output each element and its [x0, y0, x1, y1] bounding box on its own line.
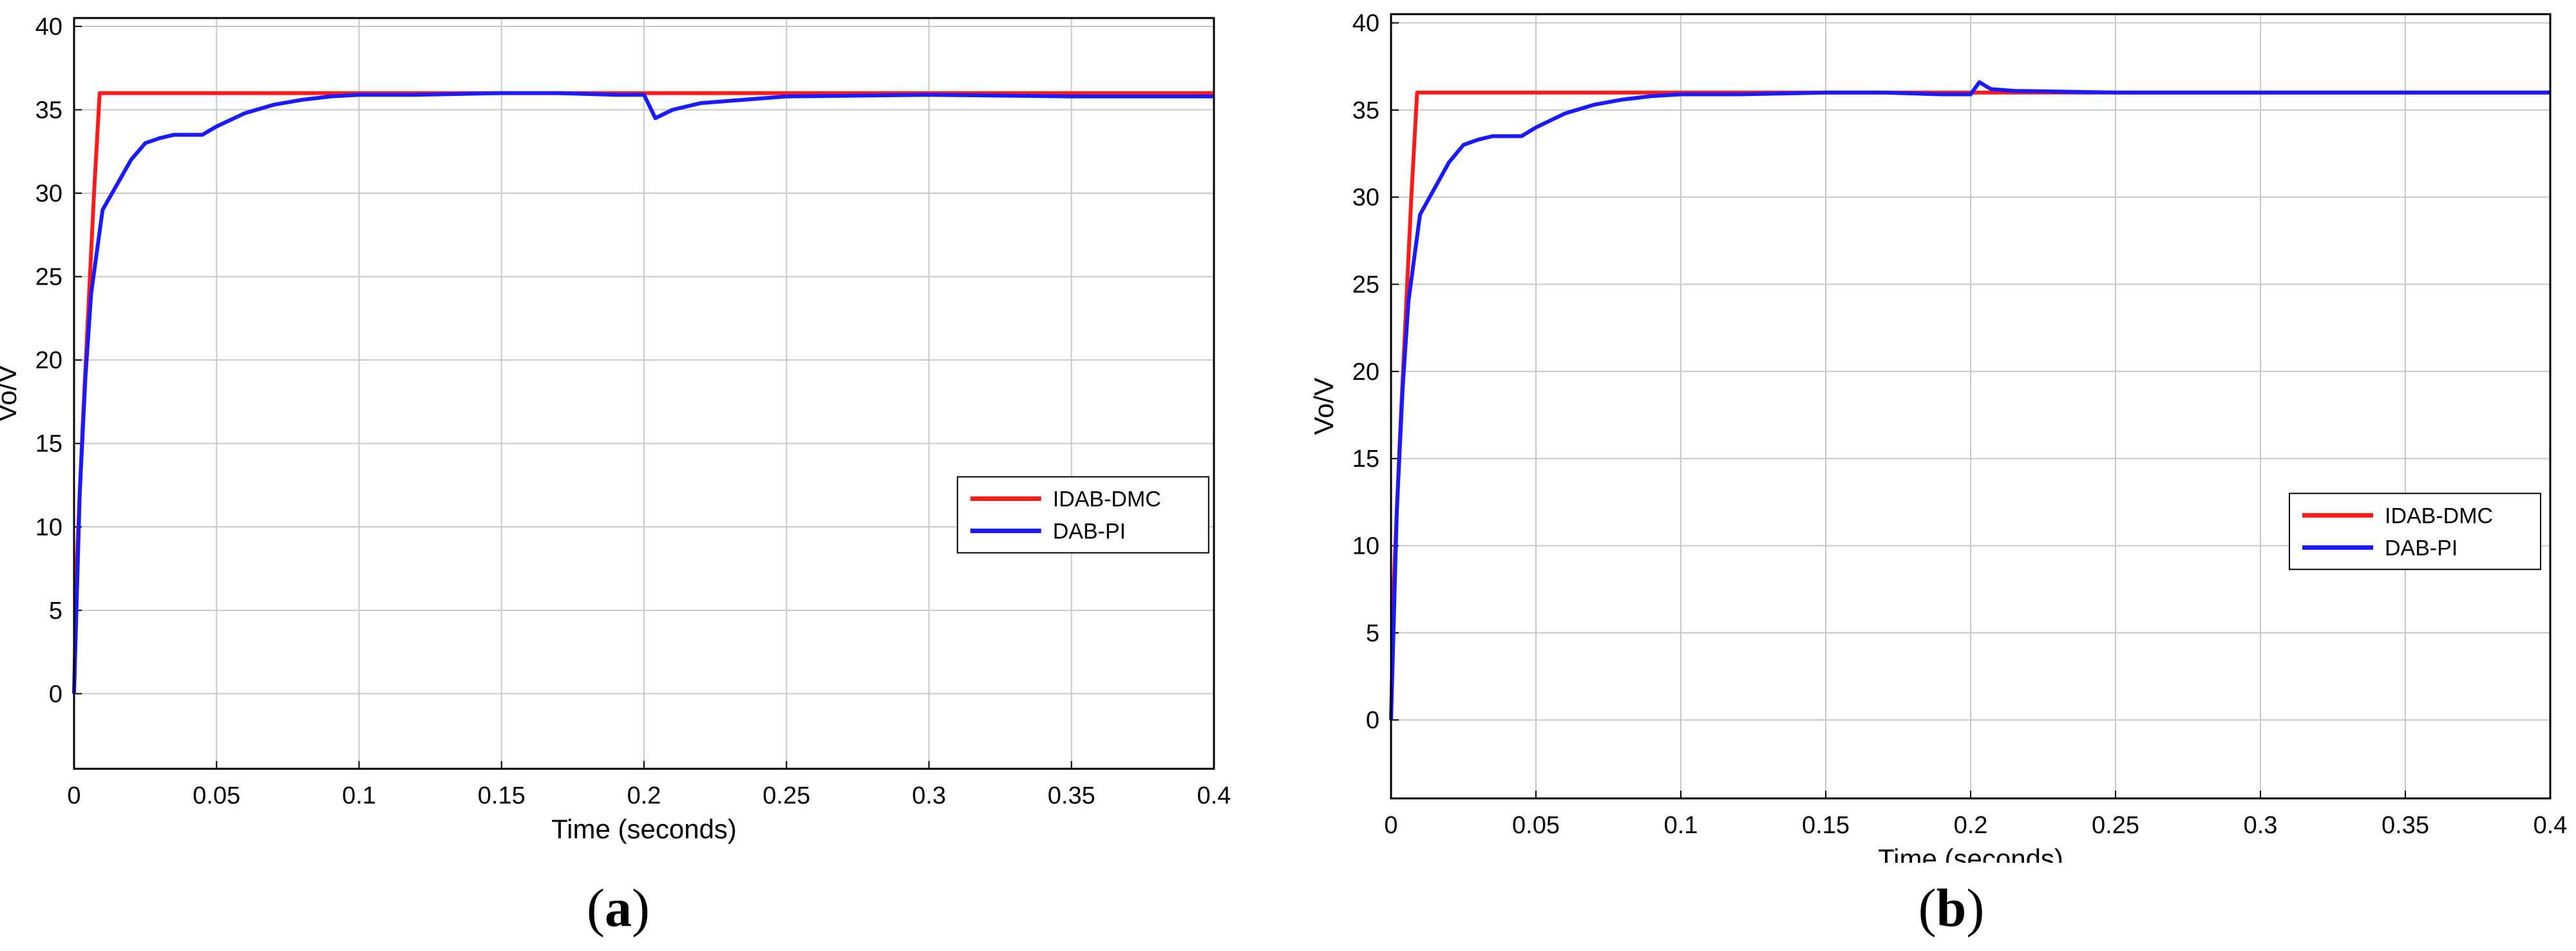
x-tick-label: 0: [1384, 812, 1397, 839]
y-tick-label: 25: [35, 264, 62, 291]
legend-label-idab-dmc: IDAB-DMC: [2385, 504, 2493, 528]
caption-a: (a): [587, 878, 650, 938]
x-tick-label: 0.2: [1954, 812, 1988, 839]
legend-label-dab-pi: DAB-PI: [2385, 536, 2458, 560]
y-tick-label: 20: [35, 347, 62, 374]
caption-b-label: b: [1936, 878, 1967, 938]
x-tick-label: 0.35: [2382, 812, 2429, 839]
y-tick-label: 10: [1352, 533, 1379, 560]
y-tick-label: 25: [1352, 272, 1379, 299]
legend-label-idab-dmc: IDAB-DMC: [1053, 487, 1161, 512]
x-tick-label: 0.4: [1197, 782, 1231, 809]
chart-panel-a: 0 0.05 0.1 0.15 0.2 0.25 0.3 0.35 0.4 0 5 10 15 20 25 3…: [0, 14, 1231, 844]
x-axis-label: Time (seconds): [551, 814, 737, 844]
x-tick-label: 0.05: [193, 782, 240, 809]
x-tick-label: 0.2: [627, 782, 661, 809]
legend-box: [2289, 493, 2541, 570]
y-axis-label: Vo/V: [1309, 378, 1339, 435]
y-tick-label: 30: [1352, 184, 1379, 211]
x-tick-label: 0.15: [478, 782, 526, 809]
legend: IDAB-DMC DAB-PI: [956, 476, 1209, 554]
x-tick-label: 0.05: [1512, 812, 1560, 839]
series-line-dab-pi: [1389, 80, 2550, 720]
axes-frame: [73, 17, 1215, 770]
series-line-dab-pi: [72, 91, 1214, 694]
x-tick-label: 0.3: [2244, 812, 2278, 839]
x-axis-label: Time (seconds): [1878, 843, 2063, 863]
y-tick-label: 0: [49, 681, 62, 708]
y-tick-label: 10: [35, 514, 62, 541]
y-tick-label: 35: [35, 97, 62, 124]
caption-b: (b): [1918, 878, 1985, 938]
y-axis-label: Vo/V: [0, 365, 22, 422]
x-tick-label: 0.25: [2092, 812, 2139, 839]
y-tick-label: 0: [1366, 707, 1379, 734]
chart-panel-b: 0 0.05 0.1 0.15 0.2 0.25 0.3 0.35 0.4 0 5 10 15 20 25 3…: [1309, 10, 2568, 863]
y-tick-label: 5: [1366, 620, 1379, 647]
x-tick-label: 0.4: [2533, 812, 2568, 839]
legend-label-dab-pi: DAB-PI: [1053, 520, 1126, 544]
y-tick-label: 15: [1352, 446, 1379, 473]
y-tick-label: 15: [35, 431, 62, 458]
x-tick-label: 0: [67, 782, 80, 809]
x-tick-label: 0.3: [912, 782, 946, 809]
y-tick-label: 30: [35, 180, 62, 207]
y-tick-label: 20: [1352, 359, 1379, 386]
y-tick-label: 5: [49, 598, 62, 625]
legend-box: [956, 476, 1209, 554]
y-tick-label: 40: [35, 14, 62, 41]
x-tick-label: 0.15: [1802, 812, 1850, 839]
x-tick-label: 0.1: [1664, 812, 1698, 839]
x-tick-label: 0.25: [762, 782, 810, 809]
x-tick-label: 0.1: [342, 782, 376, 809]
x-tick-label: 0.35: [1048, 782, 1095, 809]
axes-ticks: 0 0.05 0.1 0.15 0.2 0.25 0.3 0.35 0.4 0 5 10 15 20 25 3…: [35, 14, 1231, 809]
axes-frame: [1390, 13, 2552, 800]
y-tick-label: 40: [1352, 10, 1379, 37]
y-tick-label: 35: [1352, 97, 1379, 124]
legend: IDAB-DMC DAB-PI: [2289, 493, 2541, 570]
caption-a-label: a: [605, 878, 632, 938]
